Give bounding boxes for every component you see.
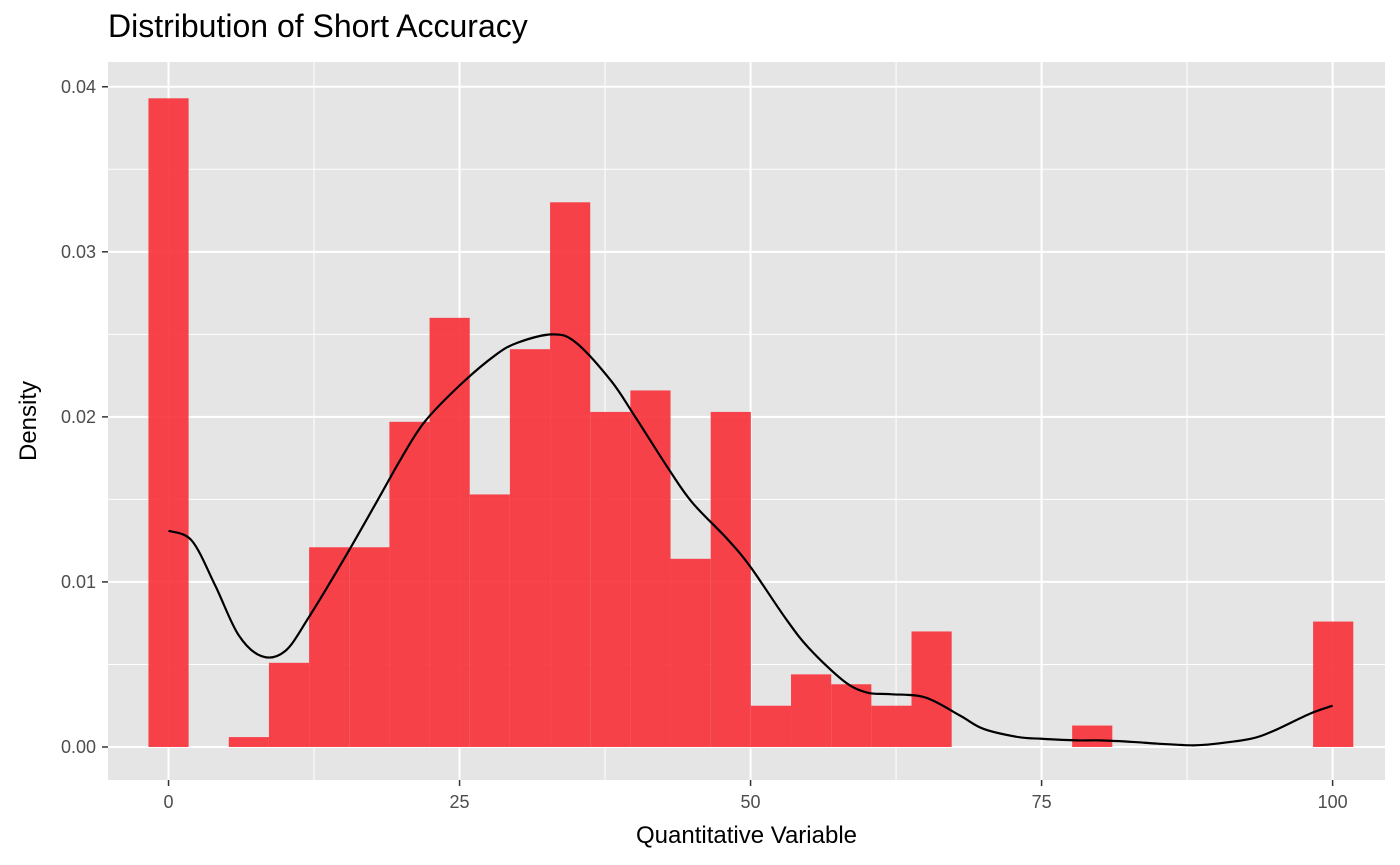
histogram-bar (469, 494, 510, 747)
x-axis-title: Quantitative Variable (636, 822, 857, 849)
histogram-bar (630, 390, 671, 747)
x-tick-label: 50 (741, 792, 761, 812)
histogram-bar (389, 421, 430, 747)
histogram-bar (871, 705, 912, 747)
histogram-bar (228, 737, 269, 747)
y-tick-label: 0.01 (61, 572, 96, 592)
x-tick-label: 75 (1032, 792, 1052, 812)
x-axis: 0 25 50 75 100 (164, 780, 1348, 812)
histogram-bar (148, 98, 189, 747)
histogram-bar (309, 547, 350, 747)
histogram-bar (429, 317, 470, 747)
histogram-bar (550, 202, 591, 747)
x-tick-label: 100 (1318, 792, 1348, 812)
chart-title: Distribution of Short Accuracy (108, 8, 528, 44)
histogram-bar (911, 631, 952, 747)
histogram-bar (710, 411, 751, 747)
histogram-bar (509, 349, 551, 747)
y-tick-label: 0.00 (61, 737, 96, 757)
histogram-bar (670, 558, 711, 747)
y-axis-title: Density (15, 381, 42, 461)
histogram-bar (1313, 621, 1354, 747)
x-tick-label: 25 (450, 792, 470, 812)
y-tick-label: 0.03 (61, 242, 96, 262)
histogram-bar (1072, 725, 1113, 747)
y-tick-label: 0.04 (61, 77, 96, 97)
x-tick-label: 0 (164, 792, 174, 812)
histogram-bars (148, 98, 1354, 747)
density-curve (168, 333, 1333, 747)
histogram-bar (831, 684, 872, 747)
y-tick-label: 0.02 (61, 407, 96, 427)
histogram-bar (791, 674, 832, 747)
histogram-bar (268, 662, 310, 747)
histogram-bar (590, 411, 631, 747)
y-axis: 0.00 0.01 0.02 0.03 0.04 (61, 77, 108, 757)
histogram-bar (349, 547, 390, 747)
histogram-bar (750, 705, 792, 747)
